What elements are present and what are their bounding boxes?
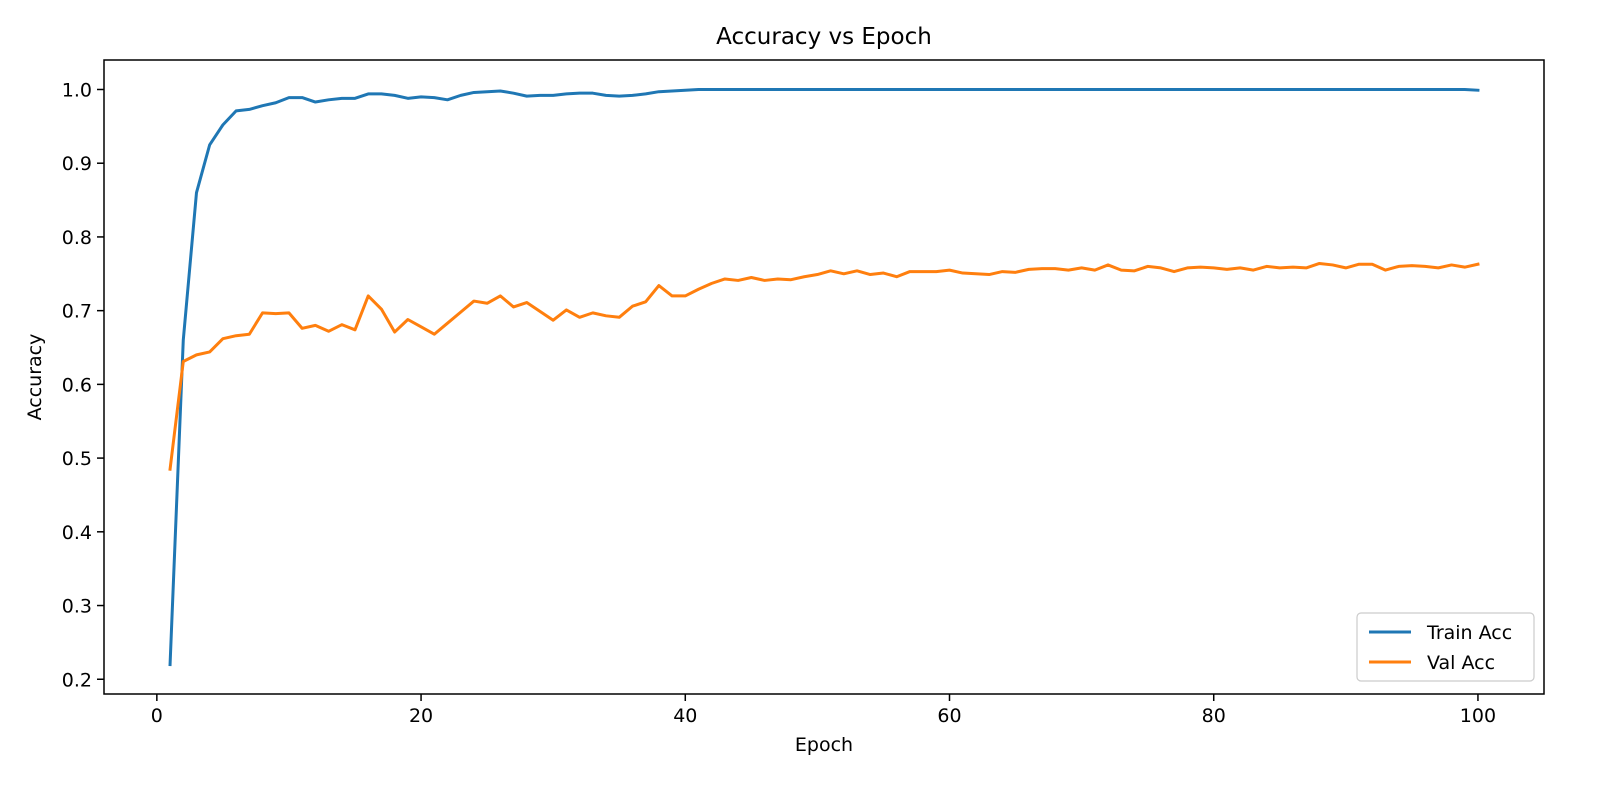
y-axis-label: Accuracy xyxy=(24,334,46,421)
plot-area xyxy=(103,59,1545,695)
y-tick-label: 0.6 xyxy=(62,374,92,396)
x-tick-label: 20 xyxy=(409,705,433,727)
x-tick-label: 100 xyxy=(1460,705,1496,727)
series-line-val-acc xyxy=(168,261,1480,471)
y-tick-label: 1.0 xyxy=(62,79,92,101)
y-tick-label: 0.3 xyxy=(62,596,92,618)
axes-frame xyxy=(103,59,1545,695)
legend-label: Train Acc xyxy=(1426,622,1512,644)
y-tick-label: 0.7 xyxy=(62,301,92,323)
y-tick-label: 0.2 xyxy=(62,669,92,691)
legend: Train Acc Val Acc xyxy=(1356,612,1535,682)
y-tick-label: 0.4 xyxy=(62,522,92,544)
y-tick-label: 0.9 xyxy=(62,153,92,175)
y-tick-label: 0.8 xyxy=(62,227,92,249)
legend-label: Val Acc xyxy=(1427,652,1495,674)
axis-ticks: 0 20 40 60 80 100 0.2 0.3 0.4 0.5 0.6 0.7 0.8 0.9 1.0 xyxy=(62,79,1496,727)
x-tick-label: 60 xyxy=(937,705,961,727)
x-axis-label: Epoch xyxy=(795,734,853,756)
chart-title: Accuracy vs Epoch xyxy=(716,24,932,50)
x-tick-label: 0 xyxy=(151,705,163,727)
x-tick-label: 80 xyxy=(1202,705,1226,727)
legend-box xyxy=(1356,612,1535,682)
x-tick-label: 40 xyxy=(673,705,697,727)
y-tick-label: 0.5 xyxy=(62,448,92,470)
series-line-train-acc xyxy=(168,87,1480,667)
